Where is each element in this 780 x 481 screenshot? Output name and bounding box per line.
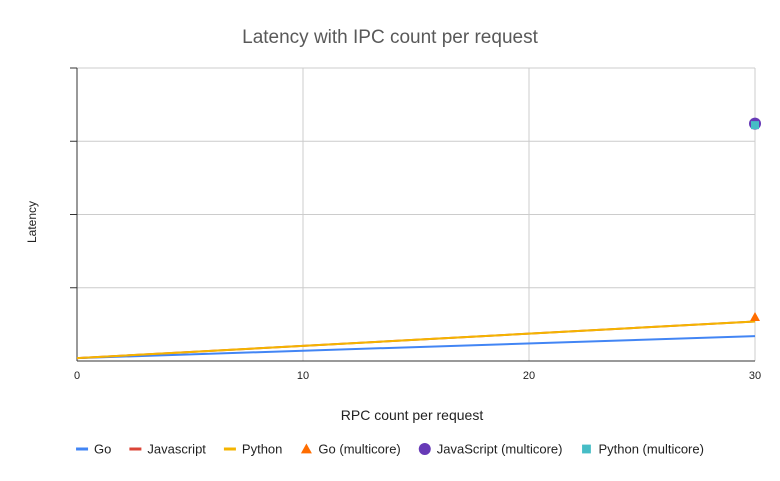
series-line-go — [76, 335, 756, 360]
data-point — [750, 312, 760, 322]
legend-item: Python (multicore) — [582, 442, 704, 457]
legend-item: Python — [223, 442, 282, 457]
legend-swatch — [129, 447, 142, 451]
x-tick-label: 10 — [297, 370, 309, 382]
chart-title: Latency with IPC count per request — [242, 27, 538, 48]
grid — [70, 67, 756, 361]
series-line-python — [76, 320, 756, 360]
legend-item: Javascript — [129, 442, 206, 457]
data-point — [751, 121, 759, 130]
legend: Go Javascript Python Go (multicore) JavaScri… — [76, 442, 704, 457]
legend-label: Javascript — [147, 442, 206, 457]
legend-item: Go — [76, 442, 111, 457]
axes — [76, 68, 755, 362]
legend-swatch — [76, 447, 89, 451]
x-tick-label: 0 — [74, 370, 80, 382]
legend-item: Go (multicore) — [300, 442, 401, 457]
data-point — [418, 443, 431, 455]
legend-label: Go (multicore) — [318, 442, 400, 457]
x-tick-label: 20 — [523, 370, 535, 382]
legend-label: Python (multicore) — [598, 442, 703, 457]
legend-label: Go — [94, 442, 111, 457]
legend-item: JavaScript (multicore) — [418, 442, 563, 457]
x-tick-labels: 0 10 20 30 — [74, 370, 761, 382]
legend-label: Python — [242, 442, 282, 457]
x-axis-label: RPC count per request — [341, 407, 484, 423]
x-tick-label: 30 — [749, 370, 761, 382]
legend-label: JavaScript (multicore) — [437, 442, 563, 457]
data-point — [582, 444, 591, 454]
legend-swatch — [223, 447, 236, 451]
series-group — [76, 117, 761, 360]
y-axis-label: Latency — [25, 201, 39, 243]
data-point — [300, 443, 312, 454]
